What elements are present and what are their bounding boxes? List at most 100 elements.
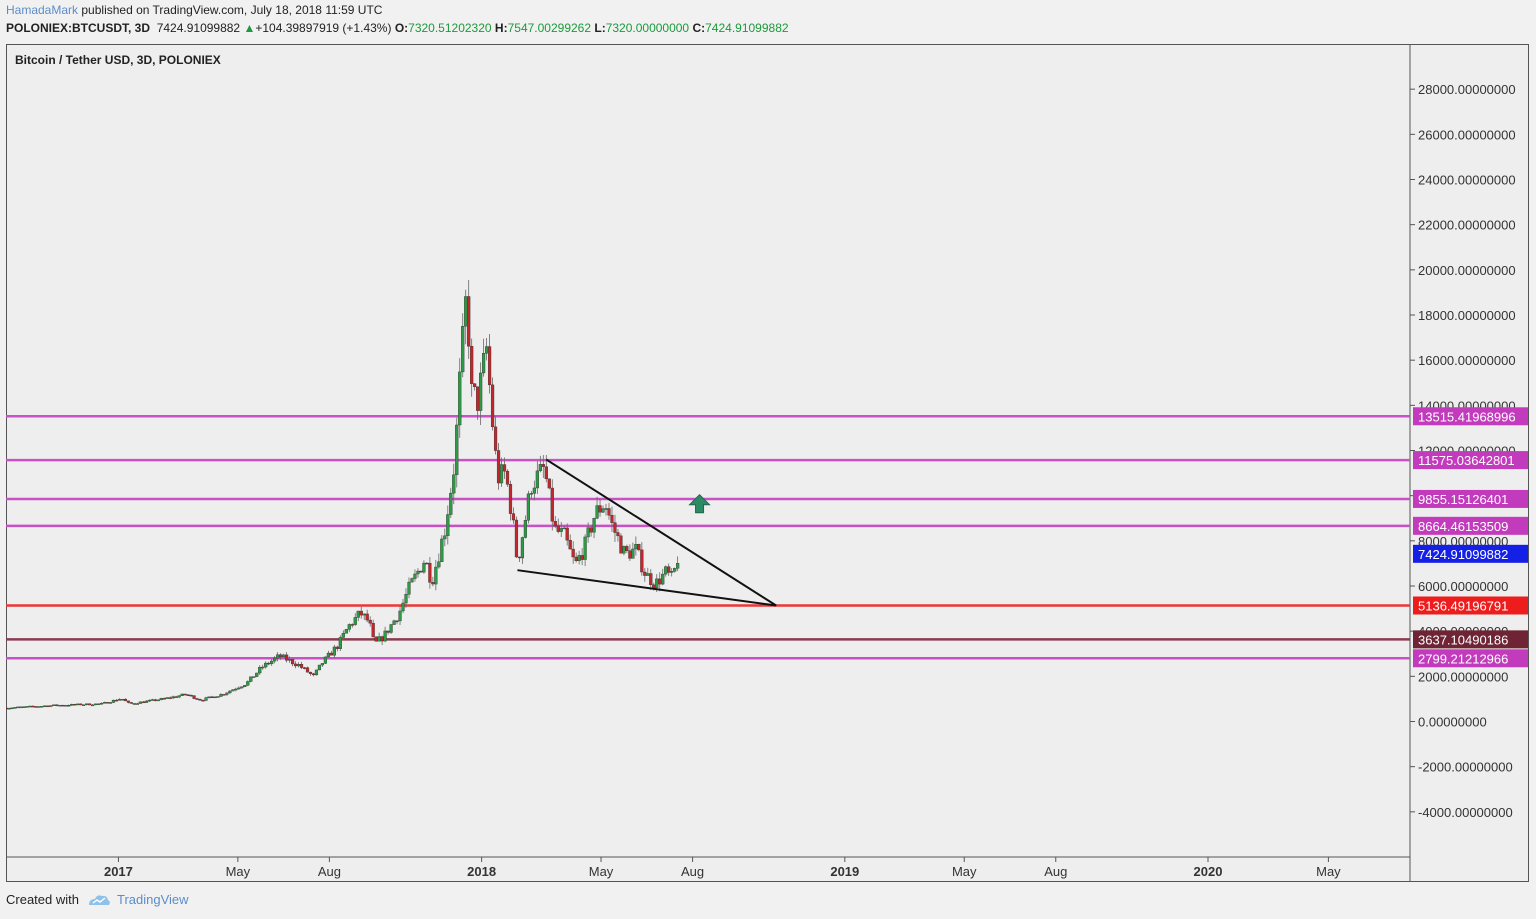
candle-body [299, 664, 304, 668]
candle-body [410, 578, 414, 583]
candle-body [96, 703, 101, 706]
candle-body [147, 699, 151, 702]
candle-body [544, 466, 548, 480]
tradingview-link[interactable]: TradingView [116, 892, 189, 907]
close-value: 7424.91099882 [705, 21, 789, 35]
candle-body [40, 705, 44, 708]
candle-body [350, 624, 354, 626]
candle-body [559, 528, 563, 532]
candle-body [237, 687, 241, 690]
x-tick-label: Aug [1044, 864, 1067, 879]
y-tick-label: 0.00000000 [1418, 715, 1487, 730]
candle-body [425, 562, 429, 565]
y-tick-label: 26000.00000000 [1418, 127, 1516, 142]
candle-body [186, 694, 190, 696]
candle-body [58, 704, 62, 707]
candle-body [326, 652, 330, 658]
candle-body [332, 646, 336, 656]
candle-body [255, 672, 259, 677]
candle-body [201, 700, 205, 702]
candle-body [493, 426, 498, 451]
candle-body [422, 562, 426, 573]
candle-body [404, 594, 408, 604]
candle-body [22, 706, 26, 708]
candle-body [586, 527, 590, 538]
candle-body [673, 568, 677, 572]
price-label-text: 13515.41968996 [1418, 409, 1516, 424]
candle-body [631, 548, 635, 559]
candle-body [338, 637, 342, 649]
low-label: L: [594, 21, 606, 35]
x-tick-label: 2018 [467, 864, 496, 879]
candle-body [126, 700, 130, 703]
candle-body [464, 296, 468, 327]
candle-body [270, 660, 274, 664]
candle-body [482, 353, 486, 374]
candle-body [458, 371, 462, 426]
candle-body [76, 703, 80, 706]
candle-body [419, 570, 423, 573]
candle-body [120, 698, 125, 701]
candle-body [547, 478, 551, 489]
up-triangle-icon: ▲ [243, 21, 256, 35]
candle-body [473, 383, 477, 387]
candle-body [174, 696, 178, 698]
candle-body [192, 695, 196, 699]
candle-body [6, 707, 8, 710]
candle-body [273, 657, 277, 662]
candle-body [287, 659, 292, 661]
created-with-text: Created with [6, 892, 79, 907]
price-chart[interactable]: Bitcoin / Tether USD, 3D, POLONIEX 28000… [6, 44, 1529, 882]
y-tick-label: 24000.00000000 [1418, 173, 1516, 188]
candle-body [476, 386, 480, 411]
symbol-info-bar: POLONIEX:BTCUSDT, 3D 7424.91099882 ▲+104… [6, 21, 789, 35]
candle-body [365, 613, 369, 621]
price-label-text: 11575.03642801 [1418, 453, 1515, 468]
candle-body [470, 345, 474, 384]
candle-body [108, 702, 113, 704]
candle-body [449, 492, 453, 515]
candle-body [455, 424, 459, 476]
candle-body [135, 703, 139, 705]
candle-body [619, 535, 623, 554]
candle-body [374, 636, 378, 642]
candle-body [508, 484, 513, 514]
candle-body [264, 662, 268, 668]
candle-body [132, 703, 136, 705]
price-label-box [1413, 516, 1528, 535]
candle-body [383, 630, 387, 642]
candle-body [616, 532, 620, 537]
price-label-box [1413, 451, 1528, 470]
candle-body [177, 695, 181, 698]
candle-body [261, 666, 265, 669]
candle-body [625, 546, 629, 551]
candle-body [431, 582, 435, 585]
candle-body [407, 581, 411, 595]
publish-text: published on TradingView.com, July 18, 2… [81, 3, 383, 17]
candle-body [667, 566, 671, 573]
candle-body [434, 566, 438, 585]
candle-body [19, 706, 23, 709]
chart-frame [6, 44, 1529, 882]
candle-body [428, 562, 432, 583]
low-value: 7320.00000000 [605, 21, 690, 35]
candle-body [234, 688, 238, 691]
candle-body [386, 630, 390, 633]
candle-body [114, 699, 119, 702]
candle-body [305, 667, 310, 673]
candle-body [607, 508, 611, 516]
candle-body [296, 664, 301, 667]
candle-body [183, 693, 187, 696]
candle-body [371, 622, 375, 638]
open-label: O: [394, 21, 409, 35]
candle-body [538, 464, 542, 472]
author-link[interactable]: HamadaMark [6, 3, 79, 17]
candle-body [189, 694, 193, 697]
candle-body [55, 704, 59, 706]
candle-body [219, 694, 223, 697]
candle-body [389, 624, 393, 633]
tradingview-logo-icon [88, 894, 110, 905]
symbol-name[interactable]: POLONIEX:BTCUSDT, 3D [6, 21, 151, 35]
candle-body [658, 578, 662, 585]
candle-body [49, 705, 53, 707]
